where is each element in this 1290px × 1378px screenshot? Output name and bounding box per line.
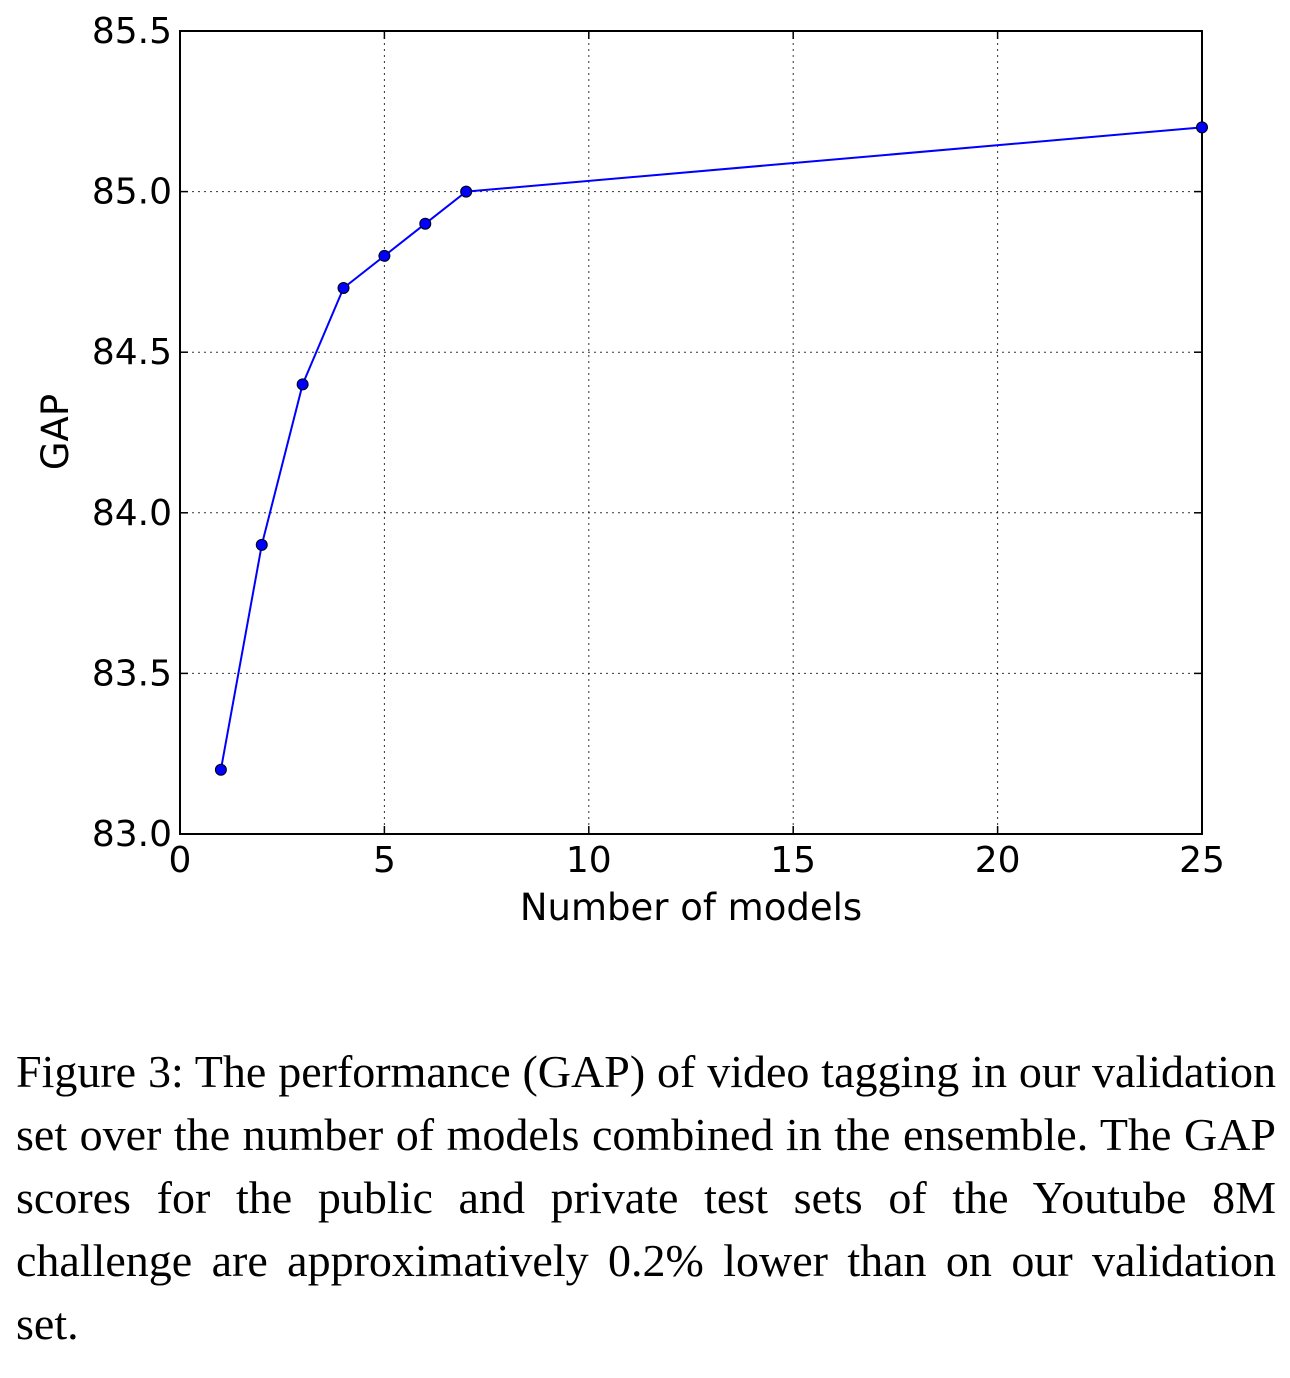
plot-frame: [179, 30, 1203, 835]
axes: [179, 30, 1203, 835]
y-tick-label: 83.0: [92, 814, 172, 855]
x-axis-label: Number of models: [520, 886, 862, 929]
gap-line-chart: 0 5 10 15 20 25 83.0 83.5 84.0 84.5 85.0 85.5 Numbe…: [34, 11, 1225, 929]
x-tick-label: 15: [770, 840, 816, 881]
data-series: [214, 121, 1208, 776]
x-tick-label: 10: [566, 840, 612, 881]
series-line: [219, 126, 1203, 770]
x-tick-label: 0: [169, 840, 192, 881]
y-tick-label: 84.5: [92, 332, 172, 373]
y-tick-label: 83.5: [92, 653, 172, 694]
y-tick-label: 84.0: [92, 493, 172, 534]
y-tick-label: 85.5: [92, 11, 172, 52]
figure-caption: Figure 3: The performance (GAP) of video…: [16, 1046, 1276, 1349]
tick-labels: 0 5 10 15 20 25 83.0 83.5 84.0 84.5 85.0 85.5: [92, 11, 1225, 881]
data-point: [296, 378, 309, 391]
y-axis-label: GAP: [34, 394, 77, 470]
x-tick-label: 5: [373, 840, 396, 881]
data-point: [419, 217, 432, 230]
y-tick-label: 85.0: [92, 172, 172, 213]
x-tick-label: 20: [975, 840, 1021, 881]
data-point: [460, 185, 473, 198]
x-tick-label: 25: [1179, 840, 1225, 881]
grid-lines: [179, 30, 1203, 835]
data-point: [337, 281, 350, 294]
data-point: [255, 538, 268, 551]
data-point: [378, 249, 391, 262]
data-point: [214, 763, 227, 776]
data-point: [1196, 121, 1208, 134]
